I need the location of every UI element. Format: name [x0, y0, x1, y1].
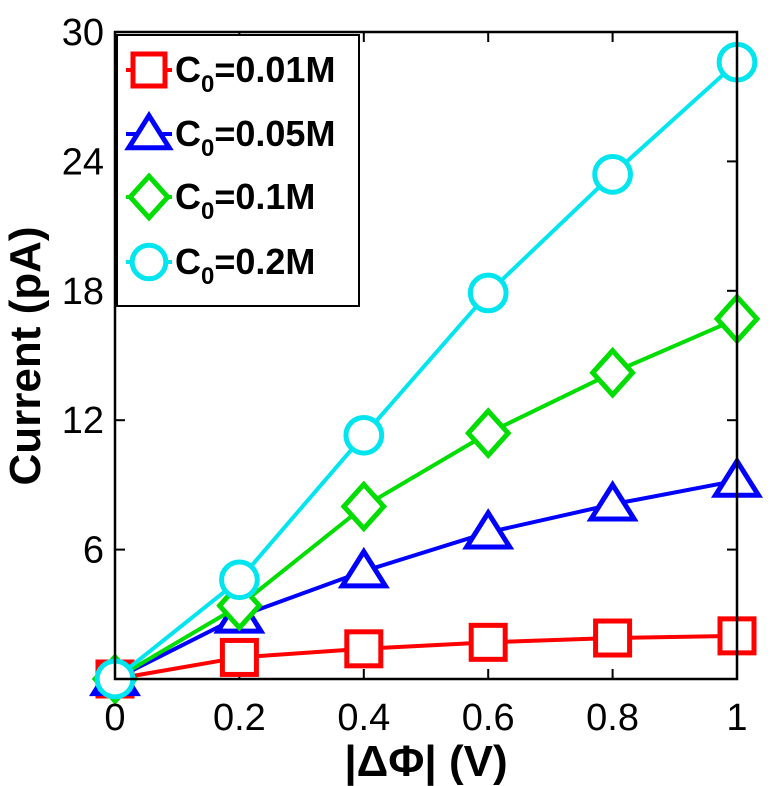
- y-tick-label: 18: [62, 271, 104, 313]
- x-tick-labels: 0 0.2 0.4 0.6 0.8 1: [104, 697, 747, 739]
- data-point-diamond: [340, 480, 388, 533]
- y-tick-label: 12: [62, 400, 104, 442]
- x-tick-label: 0: [104, 697, 125, 739]
- x-tick-label: 0.8: [586, 697, 639, 739]
- series-line: [113, 317, 738, 681]
- legend-label: C0=0.05M: [175, 113, 335, 162]
- data-point-square: [219, 637, 259, 677]
- legend-entry: C0=0.1M: [126, 172, 315, 225]
- x-tick-label: 0.2: [213, 697, 266, 739]
- x-tick-label: 0.6: [462, 697, 515, 739]
- x-tick-label: 0.4: [337, 697, 390, 739]
- data-point-triangle: [124, 110, 174, 151]
- legend: C0=0.01M C0=0.05M C0=0.1M C0=0.2M: [116, 34, 360, 307]
- legend-label: C0=0.01M: [175, 49, 335, 98]
- data-point-triangle: [337, 546, 390, 589]
- x-tick-label: 1: [726, 697, 747, 739]
- legend-entry: C0=0.05M: [124, 110, 335, 162]
- data-point-diamond: [589, 346, 636, 399]
- legend-label: C0=0.2M: [175, 241, 315, 290]
- data-point-square: [468, 622, 508, 662]
- x-axis-title: |ΔΦ| (V): [344, 737, 507, 786]
- data-point-square: [593, 618, 633, 658]
- data-point-diamond: [464, 407, 512, 459]
- data-point-circle: [592, 153, 633, 195]
- data-point-triangle: [586, 480, 639, 522]
- y-tick-label: 24: [62, 141, 104, 183]
- data-point-circle: [129, 242, 169, 282]
- data-point-circle: [343, 414, 385, 456]
- data-point-square: [130, 51, 168, 89]
- data-point-square: [344, 629, 384, 669]
- plot-frame: [113, 30, 739, 681]
- legend-entry: C0=0.2M: [126, 241, 315, 290]
- series-line: [113, 60, 739, 681]
- data-point-diamond: [126, 172, 172, 222]
- data-point-triangle: [462, 508, 515, 550]
- y-axis-title: Current (pA): [1, 226, 50, 485]
- y-tick-label: 30: [62, 12, 104, 54]
- series-diamond: [91, 292, 761, 705]
- y-tick-label: 6: [83, 530, 104, 572]
- data-point-circle: [467, 272, 509, 314]
- legend-entry: C0=0.01M: [126, 49, 335, 98]
- series-line: [114, 633, 738, 681]
- data-point-circle: [219, 559, 260, 601]
- legend-label: C0=0.1M: [175, 176, 315, 225]
- data-point-diamond: [216, 579, 263, 632]
- y-tick-labels: 6 12 18 24 30: [62, 12, 104, 572]
